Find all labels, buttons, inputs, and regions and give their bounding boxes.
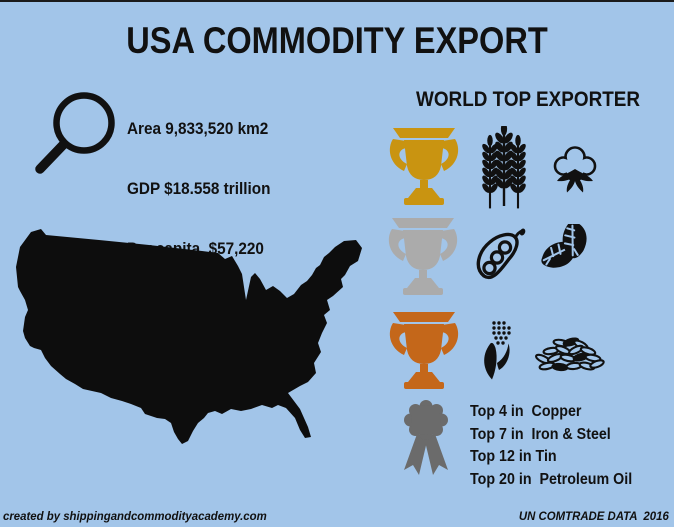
seeds-pile-icon [535,337,605,372]
data-source-text: UN COMTRADE DATA 2016 [519,509,669,523]
rosette-ribbon-icon [404,400,448,475]
usa-map-silhouette [16,229,362,444]
bronze-trophy-icon [389,312,459,389]
page-title: USA COMMODITY EXPORT [126,20,548,61]
corn-icon [484,321,511,380]
ranking-iron-steel: Top 7 in Iron & Steel [470,425,611,443]
silver-trophy-icon [388,218,458,295]
ranking-tin: Top 12 in Tin [470,448,557,465]
magnifying-glass-icon [35,92,115,174]
stat-gdp: GDP $18.558 trillion [127,179,271,198]
ranking-copper: Top 4 in Copper [470,403,582,420]
stat-area: Area 9,833,520 km2 [127,119,269,138]
tobacco-leaves-icon [539,224,596,271]
soybean-icon [476,228,526,280]
wheat-icon [481,126,527,210]
ranking-petroleum: Top 20 in Petroleum Oil [470,470,633,488]
credit-text: created by shippingandcommodityacademy.c… [3,509,267,523]
cotton-icon [553,146,597,193]
section-heading: WORLD TOP EXPORTER [416,88,641,111]
gold-trophy-icon [389,128,459,205]
rankings-list: Top 4 in Copper Top 7 in Iron & Steel To… [470,401,632,491]
